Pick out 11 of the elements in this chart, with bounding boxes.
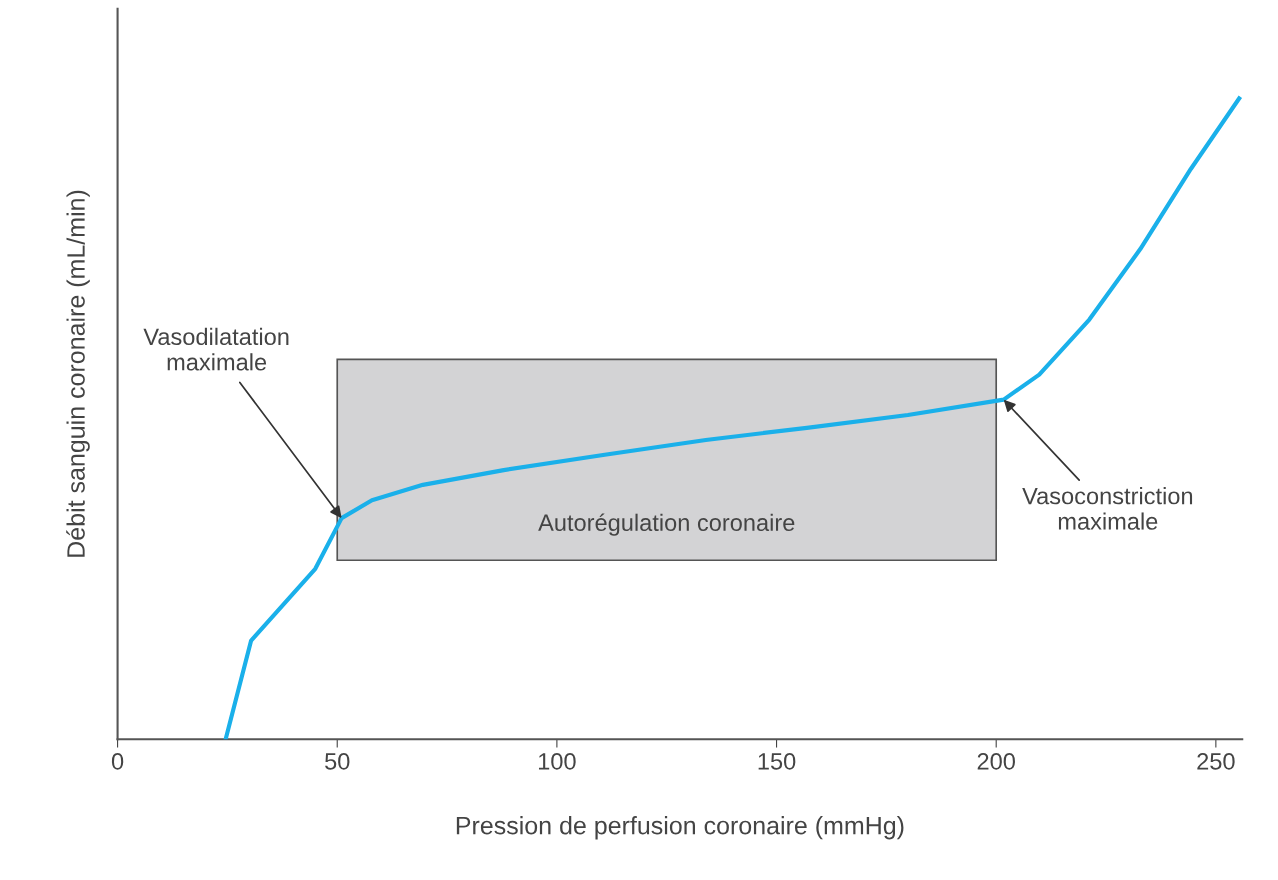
x-tick-label: 0 xyxy=(111,753,124,770)
x-tick-label: 200 xyxy=(977,753,1015,770)
x-tick-label: 100 xyxy=(538,753,576,770)
band-label: Autorégulation coronaire xyxy=(538,513,795,536)
x-tick-label: 50 xyxy=(325,753,350,770)
annotation: Vasodilatation maximale xyxy=(143,327,289,371)
x-axis-title: Pression de perfusion coronaire (mmHg) xyxy=(456,816,904,840)
x-tick-label: 250 xyxy=(1197,753,1235,770)
y-axis-title: Débit sanguin coronaire (mL/min) xyxy=(66,190,90,557)
x-tick-label: 150 xyxy=(758,753,796,770)
annotation: Vasoconstriction maximale xyxy=(1022,487,1193,530)
